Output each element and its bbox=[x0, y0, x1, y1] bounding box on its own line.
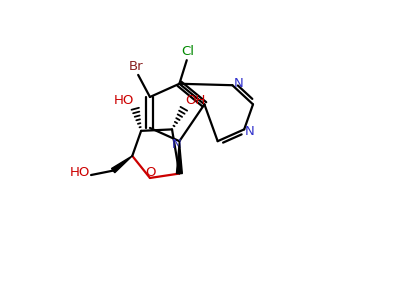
Text: N: N bbox=[234, 77, 243, 90]
Polygon shape bbox=[176, 141, 182, 174]
Text: N: N bbox=[172, 138, 181, 151]
Text: O: O bbox=[145, 166, 156, 178]
Text: HO: HO bbox=[70, 166, 90, 179]
Text: Cl: Cl bbox=[182, 45, 195, 58]
Polygon shape bbox=[112, 156, 132, 173]
Text: OH: OH bbox=[185, 94, 205, 107]
Text: HO: HO bbox=[114, 94, 134, 107]
Text: N: N bbox=[245, 125, 255, 138]
Text: Br: Br bbox=[128, 60, 143, 73]
